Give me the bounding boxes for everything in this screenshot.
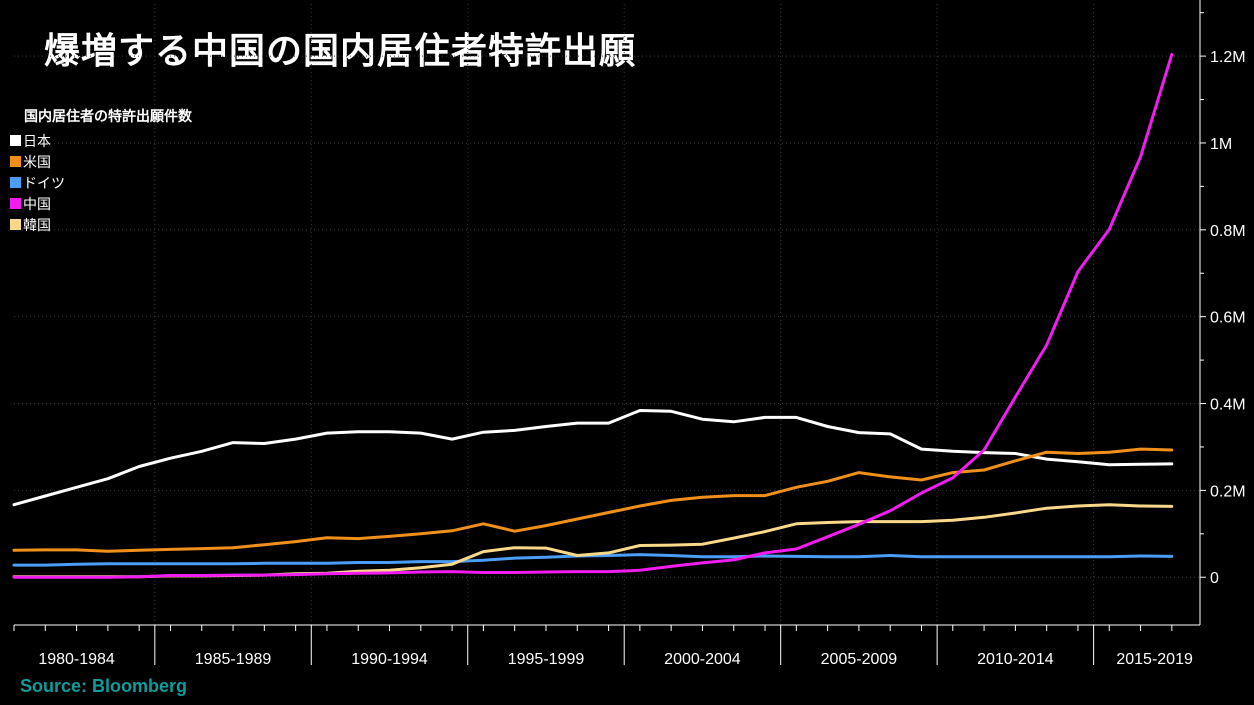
grid-layer bbox=[14, 4, 1200, 625]
legend-item-germany: ドイツ bbox=[10, 172, 65, 193]
legend-item-korea: 韓国 bbox=[10, 214, 65, 235]
legend-swatch-china bbox=[10, 198, 21, 209]
y-tick-label: 0.8M bbox=[1210, 223, 1246, 240]
legend-label-germany: ドイツ bbox=[23, 175, 65, 192]
x-tick-label: 1980-1984 bbox=[38, 651, 115, 668]
y-tick-label: 0.2M bbox=[1210, 483, 1246, 500]
legend-swatch-korea bbox=[10, 219, 21, 230]
legend-swatch-usa bbox=[10, 156, 21, 167]
axis-layer: 0 0.2M 0.4M 0.6M 0.8M 1M 1.2M 1980-1984 1985-198… bbox=[13, 0, 1246, 668]
x-tick-label: 2015-2019 bbox=[1116, 651, 1193, 668]
chart-title: 爆増する中国の国内居住者特許出願 bbox=[44, 31, 637, 72]
x-tick-label: 1985-1989 bbox=[195, 651, 272, 668]
legend-label-china: 中国 bbox=[23, 196, 51, 213]
legend-label-korea: 韓国 bbox=[23, 217, 51, 234]
series-line-3 bbox=[12, 52, 1174, 579]
x-tick-label: 1990-1994 bbox=[351, 651, 428, 668]
source-credit: Source: Bloomberg bbox=[20, 676, 188, 696]
series-line-0 bbox=[12, 409, 1174, 507]
legend-item-japan: 日本 bbox=[10, 130, 65, 151]
series-line-2 bbox=[12, 553, 1174, 567]
y-tick-label: 1M bbox=[1210, 136, 1232, 153]
legend-swatch-japan bbox=[10, 135, 21, 146]
x-tick-label: 2000-2004 bbox=[664, 651, 741, 668]
legend-label-japan: 日本 bbox=[23, 133, 51, 150]
x-tick-label: 1995-1999 bbox=[508, 651, 585, 668]
legend: 国内居住者の特許出願件数 日本 米国 ドイツ 中国 韓国 bbox=[4, 104, 244, 234]
x-tick-label: 2010-2014 bbox=[977, 651, 1054, 668]
legend-item-china: 中国 bbox=[10, 193, 65, 214]
x-tick-label: 2005-2009 bbox=[821, 651, 898, 668]
y-tick-label: 0 bbox=[1210, 570, 1219, 587]
legend-swatch-germany bbox=[10, 177, 21, 188]
legend-label-usa: 米国 bbox=[23, 154, 51, 171]
y-tick-label: 1.2M bbox=[1210, 49, 1246, 66]
legend-item-usa: 米国 bbox=[10, 151, 65, 172]
series-layer bbox=[12, 52, 1174, 579]
y-tick-label: 0.4M bbox=[1210, 397, 1246, 414]
legend-title: 国内居住者の特許出願件数 bbox=[24, 109, 192, 125]
series-line-1 bbox=[12, 447, 1174, 553]
y-tick-label: 0.6M bbox=[1210, 310, 1246, 327]
